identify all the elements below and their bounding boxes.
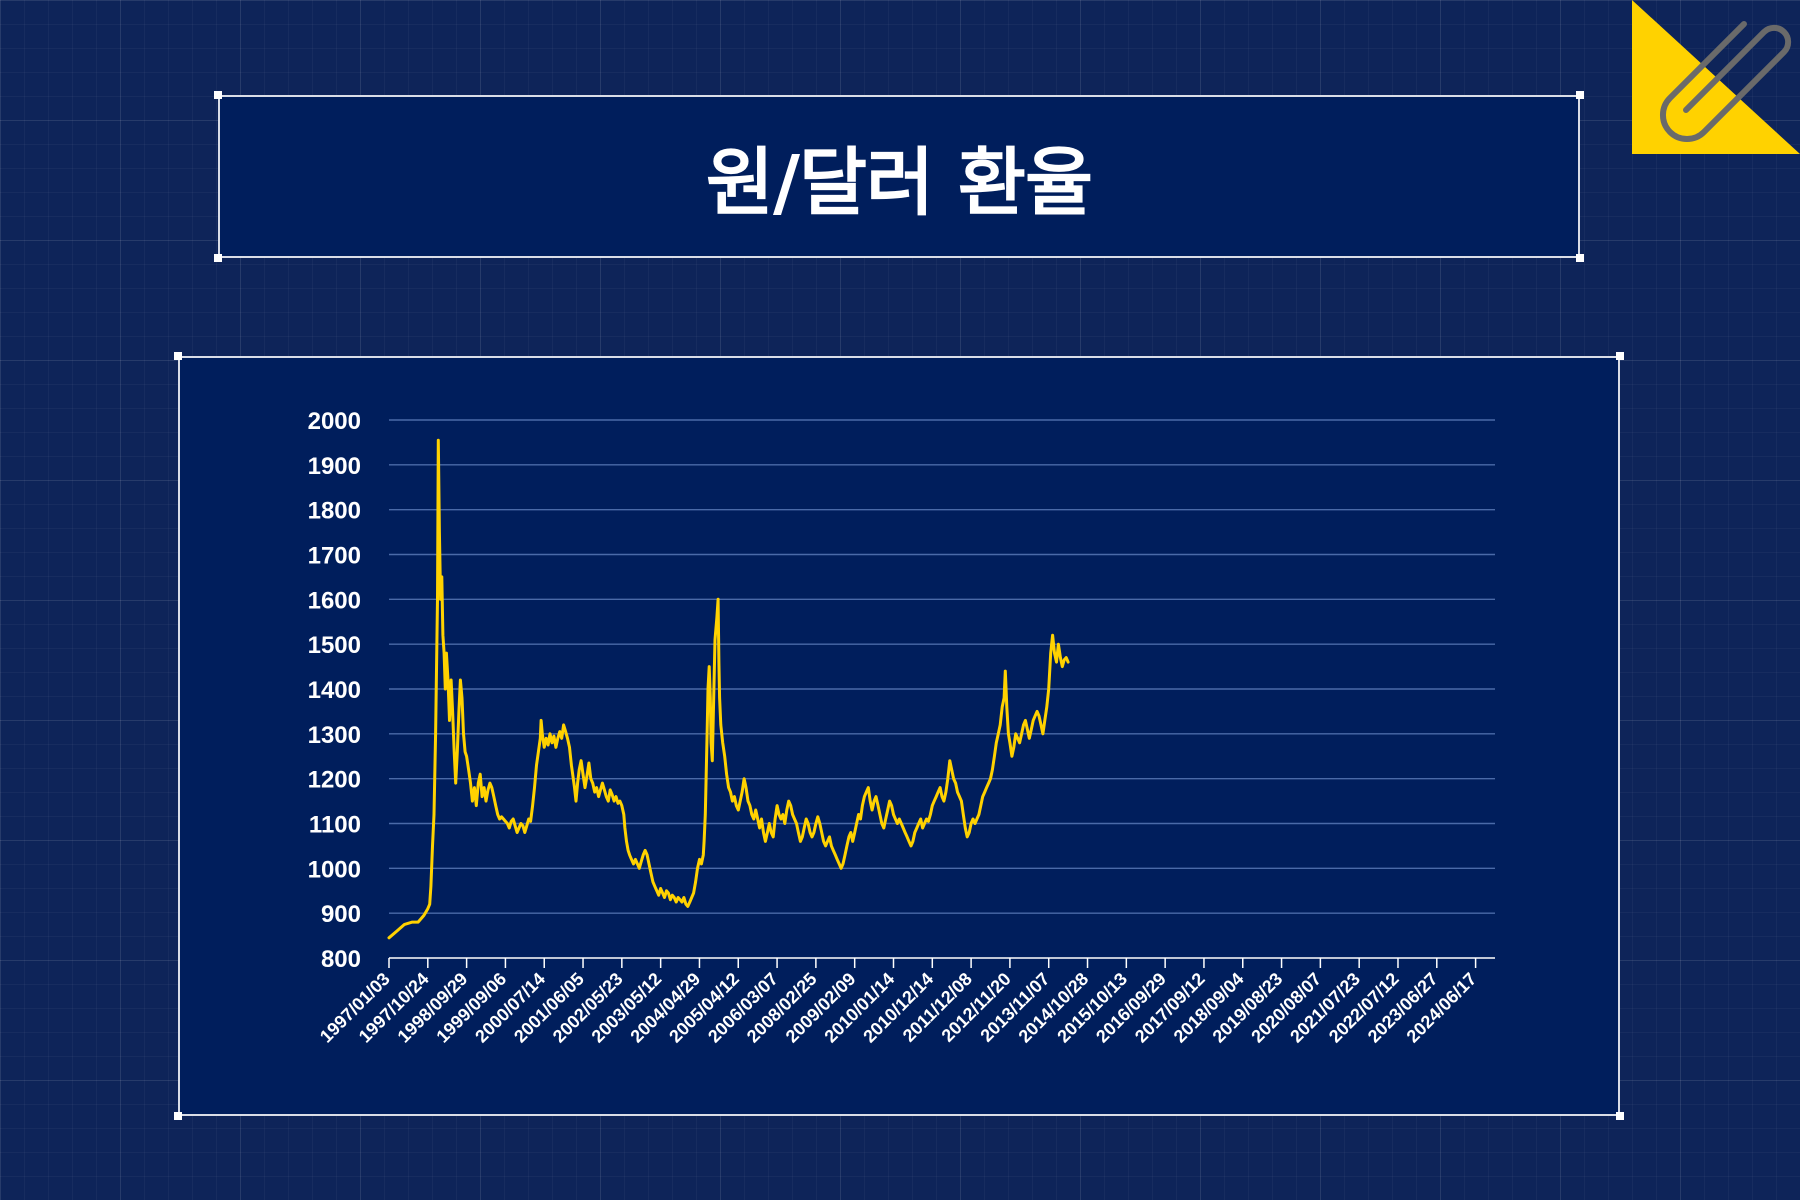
y-tick-label: 800 bbox=[321, 946, 361, 973]
y-tick-label: 1200 bbox=[308, 767, 361, 794]
y-tick-label: 1600 bbox=[308, 587, 361, 614]
y-tick-label: 900 bbox=[321, 901, 361, 928]
selection-handle bbox=[1576, 254, 1584, 262]
paperclip-icon bbox=[1632, 0, 1800, 154]
y-tick-label: 1900 bbox=[308, 453, 361, 480]
y-tick-label: 1000 bbox=[308, 856, 361, 883]
y-tick-label: 1500 bbox=[308, 632, 361, 659]
y-tick-label: 1300 bbox=[308, 722, 361, 749]
chart-frame: 2000 1900 1800 1700 1600 1500 1400 1300 1200 1100… bbox=[178, 356, 1620, 1116]
selection-handle bbox=[1616, 1112, 1624, 1120]
page-title: 원/달러 환율 bbox=[705, 140, 1093, 226]
y-tick-label: 1800 bbox=[308, 498, 361, 525]
y-tick-label: 1400 bbox=[308, 677, 361, 704]
selection-handle bbox=[1576, 91, 1584, 99]
title-frame: 원/달러 환율 bbox=[218, 95, 1580, 258]
y-tick-label: 1700 bbox=[308, 543, 361, 570]
y-tick-label: 2000 bbox=[308, 408, 361, 435]
exchange-rate-chart: 2000 1900 1800 1700 1600 1500 1400 1300 1200 1100… bbox=[308, 408, 1495, 1047]
y-tick-label: 1100 bbox=[309, 812, 361, 839]
selection-handle bbox=[214, 91, 222, 99]
selection-handle bbox=[214, 254, 222, 262]
selection-handle bbox=[174, 1112, 182, 1120]
series-line bbox=[387, 438, 1070, 940]
selection-handle bbox=[174, 352, 182, 360]
selection-handle bbox=[1616, 352, 1624, 360]
